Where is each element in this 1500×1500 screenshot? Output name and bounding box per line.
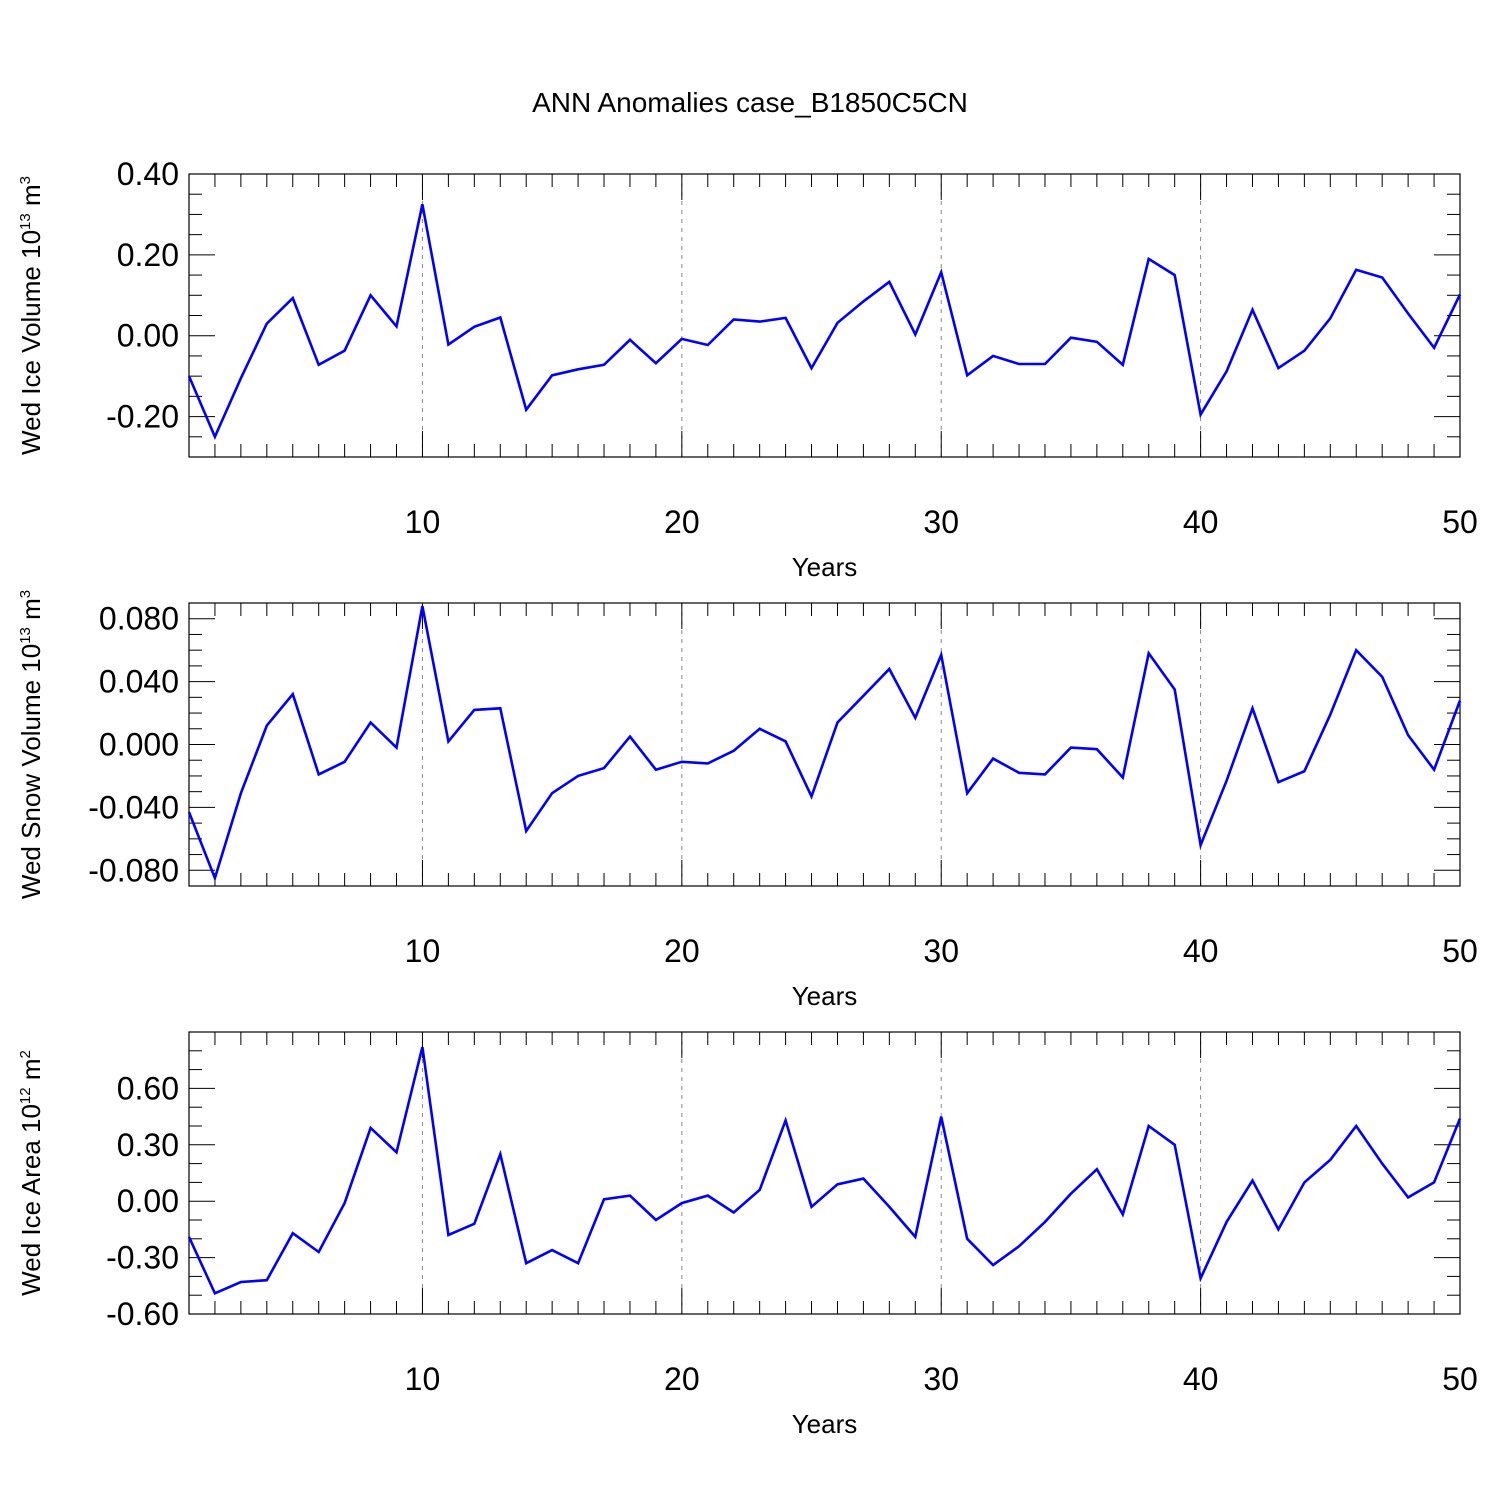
- y-tick-label: 0.080: [99, 601, 179, 637]
- series-line: [187, 204, 1462, 441]
- y-axis-title: Wed Ice Area 1012 m2: [16, 1050, 46, 1296]
- x-tick-label: 10: [405, 933, 441, 969]
- x-axis-title: Years: [792, 552, 858, 582]
- x-tick-label: 30: [923, 1361, 959, 1397]
- chart-title: ANN Anomalies case_B1850C5CN: [532, 87, 968, 118]
- plot-frame: [188, 173, 1461, 458]
- x-tick-label: 40: [1183, 1361, 1219, 1397]
- y-tick-label: -0.60: [106, 1296, 179, 1332]
- x-axis-title: Years: [792, 981, 858, 1011]
- x-tick-label: 40: [1183, 504, 1219, 540]
- series-line: [187, 1046, 1462, 1295]
- chart-panels: 0.40 0.20 0.00 -0.20 10 20 30 40 50 Years Wed Ice …: [16, 156, 1478, 1439]
- y-tick-label: -0.080: [88, 852, 179, 888]
- x-axis-title: Years: [792, 1409, 858, 1439]
- x-tick-label: 30: [923, 504, 959, 540]
- y-tick-label: 0.040: [99, 664, 179, 700]
- x-tick-label: 50: [1442, 504, 1478, 540]
- x-tick-label: 40: [1183, 933, 1219, 969]
- y-axis-title: Wed Ice Volume 1013 m3: [16, 176, 46, 455]
- y-tick-label: 0.20: [117, 237, 179, 273]
- x-tick-label: 20: [664, 504, 700, 540]
- x-tick-label: 20: [664, 933, 700, 969]
- x-tick-label: 50: [1442, 933, 1478, 969]
- y-tick-label: 0.30: [117, 1127, 179, 1163]
- y-tick-label: 0.00: [117, 1183, 179, 1219]
- y-tick-label: -0.30: [106, 1240, 179, 1276]
- y-tick-label: -0.20: [106, 399, 179, 435]
- x-tick-label: 30: [923, 933, 959, 969]
- plot-frame: [188, 1031, 1461, 1315]
- x-tick-label: 20: [664, 1361, 700, 1397]
- x-tick-label: 50: [1442, 1361, 1478, 1397]
- x-tick-label: 10: [405, 504, 441, 540]
- plot-frame: [188, 602, 1461, 887]
- y-axis-title: Wed Snow Volume 1013 m3: [16, 590, 46, 899]
- y-tick-label: 0.00: [117, 318, 179, 354]
- panel-2: 0.080 0.040 0.000 -0.040 -0.080 10 20 30 40 50 Yea…: [16, 590, 1478, 1011]
- series-line: [187, 605, 1462, 883]
- y-tick-label: 0.40: [117, 156, 179, 192]
- y-tick-label: 0.000: [99, 727, 179, 763]
- panel-1: 0.40 0.20 0.00 -0.20 10 20 30 40 50 Years Wed Ice …: [16, 156, 1478, 582]
- y-tick-label: 0.60: [117, 1070, 179, 1106]
- x-tick-label: 10: [405, 1361, 441, 1397]
- y-tick-label: -0.040: [88, 789, 179, 825]
- panel-3: 0.60 0.30 0.00 -0.30 -0.60 10 20 30 40 50 Years Wed…: [16, 1031, 1478, 1439]
